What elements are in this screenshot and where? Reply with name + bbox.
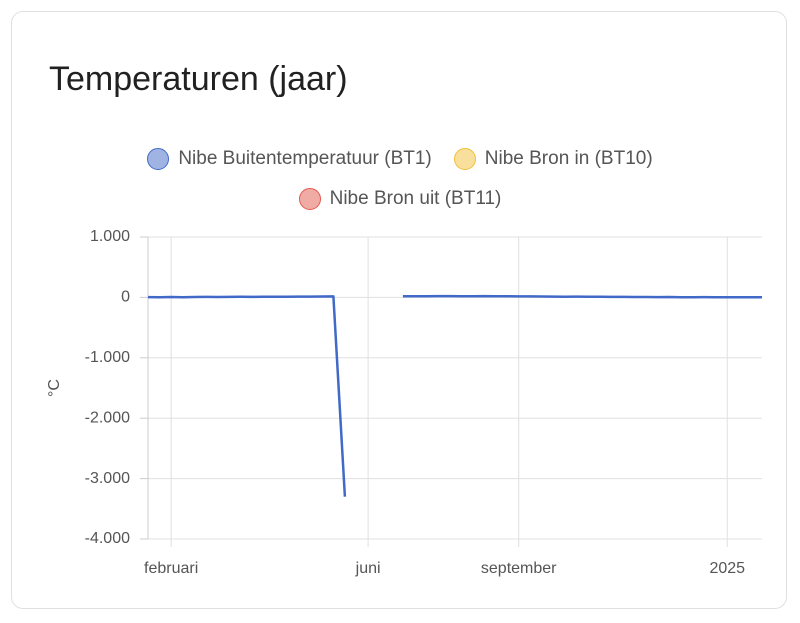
y-tick-label: -2.000 (85, 409, 130, 426)
legend: Nibe Buitentemperatuur (BT1) Nibe Bron in… (100, 145, 700, 213)
x-tick-label: september (481, 560, 557, 577)
y-tick-label: 0 (121, 289, 130, 306)
y-tick-label: -1.000 (85, 349, 130, 366)
legend-label: Nibe Bron in (BT10) (484, 148, 653, 169)
y-axis-label: °C (46, 379, 63, 397)
legend-item[interactable]: Nibe Buitentemperatuur (BT1) (147, 145, 432, 173)
series-line (402, 294, 763, 299)
card-title: Temperaturen (jaar) (49, 60, 348, 98)
legend-label: Nibe Bron uit (BT11) (329, 188, 502, 209)
x-tick-label: juni (355, 560, 381, 577)
card: Temperaturen (jaar) (11, 11, 787, 609)
y-tick-label: 1.000 (90, 228, 130, 245)
legend-label: Nibe Buitentemperatuur (BT1) (178, 148, 432, 169)
x-tick-label: 2025 (709, 560, 745, 577)
x-tick-label: februari (144, 560, 198, 577)
y-tick-label: -3.000 (85, 470, 130, 487)
legend-swatch (453, 148, 476, 170)
y-tick-label: -4.000 (85, 530, 130, 547)
legend-item[interactable]: Nibe Bron in (BT10) (453, 145, 653, 173)
series-line (147, 295, 347, 497)
legend-swatch (298, 188, 321, 210)
legend-swatch (147, 148, 170, 170)
legend-item[interactable]: Nibe Bron uit (BT11) (298, 185, 502, 213)
